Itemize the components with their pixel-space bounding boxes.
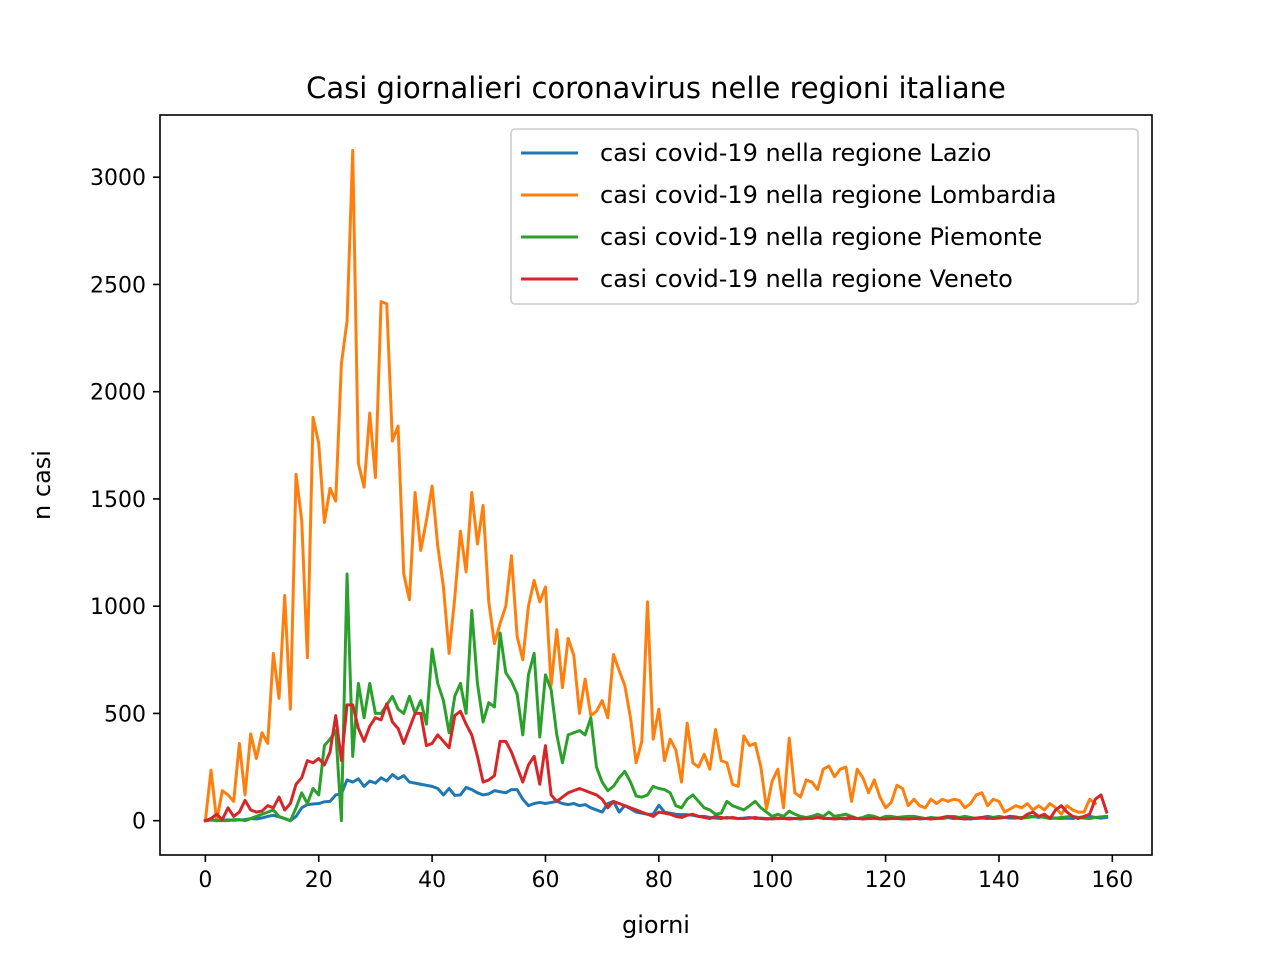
x-axis-ticks: 0 20 40 60 80 100 120 140 160	[198, 855, 1133, 893]
series-line-4	[203, 702, 1109, 823]
y-tick-label: 2000	[90, 381, 146, 406]
y-tick-label: 1500	[90, 488, 146, 513]
y-tick-label: 500	[104, 702, 146, 727]
y-tick-label: 1000	[90, 595, 146, 620]
legend-box	[510, 128, 1139, 305]
legend: casi covid-19 nella regione Lazio casi co…	[510, 128, 1139, 305]
y-tick-label: 3000	[90, 166, 146, 191]
y-axis-label: n casi	[28, 450, 56, 520]
legend-label-2: casi covid-19 nella regione Lombardia	[600, 181, 1056, 209]
series-layer	[203, 148, 1109, 823]
y-axis-ticks: 0 500 1000 1500 2000 2500 3000	[90, 166, 160, 835]
plot-frame	[159, 114, 1153, 856]
x-tick-label: 20	[305, 868, 333, 893]
legend-label-4: casi covid-19 nella regione Veneto	[600, 265, 1013, 293]
x-tick-label: 80	[645, 868, 673, 893]
x-tick-label: 40	[418, 868, 446, 893]
x-axis-label: giorni	[622, 911, 690, 939]
x-tick-label: 60	[531, 868, 559, 893]
chart-title: Casi giornalieri coronavirus nelle regio…	[306, 71, 1006, 105]
legend-label-1: casi covid-19 nella regione Lazio	[600, 139, 992, 167]
x-tick-label: 0	[198, 868, 212, 893]
series-line-2	[203, 148, 1098, 823]
x-tick-label: 120	[865, 868, 907, 893]
x-tick-label: 140	[978, 868, 1020, 893]
y-tick-label: 0	[132, 810, 146, 835]
y-tick-label: 2500	[90, 273, 146, 298]
legend-label-3: casi covid-19 nella regione Piemonte	[600, 223, 1042, 251]
x-tick-label: 160	[1091, 868, 1133, 893]
x-tick-label: 100	[751, 868, 793, 893]
